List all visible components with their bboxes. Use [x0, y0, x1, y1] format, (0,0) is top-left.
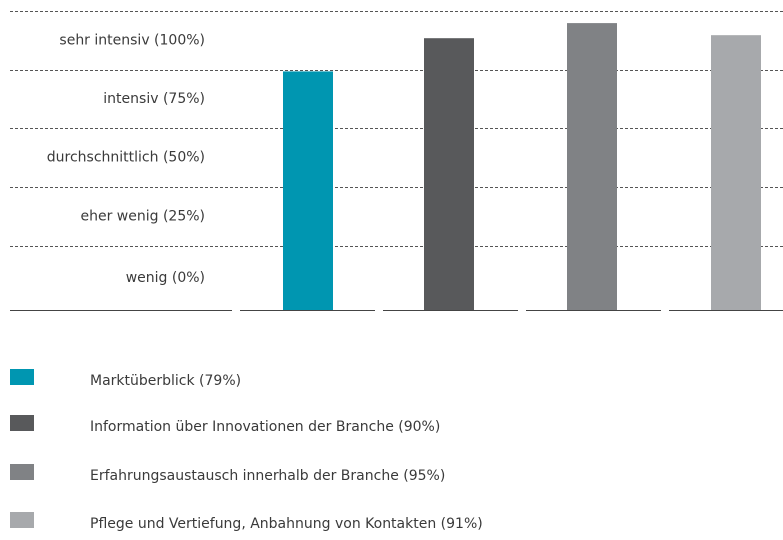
legend-swatch [10, 369, 34, 385]
legend-swatch [10, 512, 34, 528]
legend-label: Information über Innovationen der Branch… [90, 419, 440, 435]
y-level-label: intensiv (75%) [103, 91, 205, 107]
bar [711, 35, 761, 311]
bar [567, 23, 617, 310]
grid [10, 11, 783, 247]
legend-label: Marktüberblick (79%) [90, 373, 241, 389]
y-level-label: durchschnittlich (50%) [47, 150, 205, 166]
legend-label: Erfahrungsaustausch innerhalb der Branch… [90, 468, 445, 484]
legend-swatch [10, 464, 34, 480]
legend-swatch [10, 415, 34, 431]
legend-label: Pflege und Vertiefung, Anbahnung von Kon… [90, 516, 483, 532]
y-level-label: wenig (0%) [126, 270, 205, 286]
bar [424, 38, 474, 310]
y-level-label: eher wenig (25%) [80, 209, 205, 225]
bar [283, 71, 333, 310]
y-level-label: sehr intensiv (100%) [59, 33, 205, 49]
